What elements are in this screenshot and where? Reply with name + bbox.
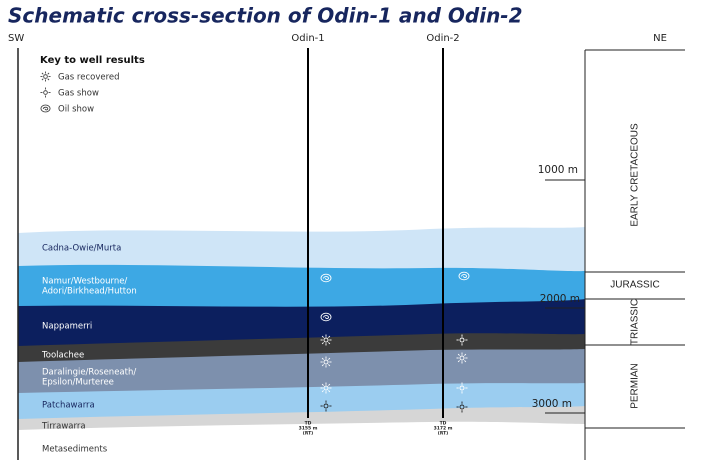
layer-name: Nappamerri <box>42 322 92 332</box>
layer-name: Metasediments <box>42 445 108 455</box>
layer-name: Toolachee <box>41 351 84 361</box>
layer-name: Patchawarra <box>42 401 95 411</box>
td-label: (RT) <box>438 431 448 437</box>
depth-label: 3000 m <box>532 398 572 410</box>
well-name: Odin-2 <box>426 33 459 44</box>
period-label: TRIASSIC <box>630 299 641 345</box>
title: Schematic cross-section of Odin-1 and Od… <box>8 4 523 28</box>
layer-name: Cadna-Owie/Murta <box>42 244 121 254</box>
well-name: Odin-1 <box>291 33 324 44</box>
period-label: PERMIAN <box>630 363 641 409</box>
td-label: (RT) <box>303 431 313 437</box>
layer-name: Adori/Birkhead/Hutton <box>42 287 137 297</box>
key-item: Gas recovered <box>58 73 120 83</box>
depth-label: 2000 m <box>540 293 580 305</box>
layer-name: Daralingie/Roseneath/ <box>42 368 136 378</box>
depth-label: 1000 m <box>538 164 578 176</box>
layer-name: Epsilon/Murteree <box>42 378 114 388</box>
layers <box>18 227 585 460</box>
layer-name: Namur/Westbourne/ <box>42 277 127 287</box>
key-item: Gas show <box>58 89 99 99</box>
direction-label: NE <box>653 33 667 44</box>
key-item: Oil show <box>58 105 94 115</box>
key-icons <box>40 71 50 112</box>
layer-name: Tirrawarra <box>41 422 86 432</box>
key-title: Key to well results <box>40 55 145 66</box>
period-label: JURASSIC <box>610 280 659 291</box>
period-label: EARLY CRETACEOUS <box>630 123 641 227</box>
cross-section: Schematic cross-section of Odin-1 and Od… <box>0 0 722 460</box>
direction-label: SW <box>8 33 24 44</box>
